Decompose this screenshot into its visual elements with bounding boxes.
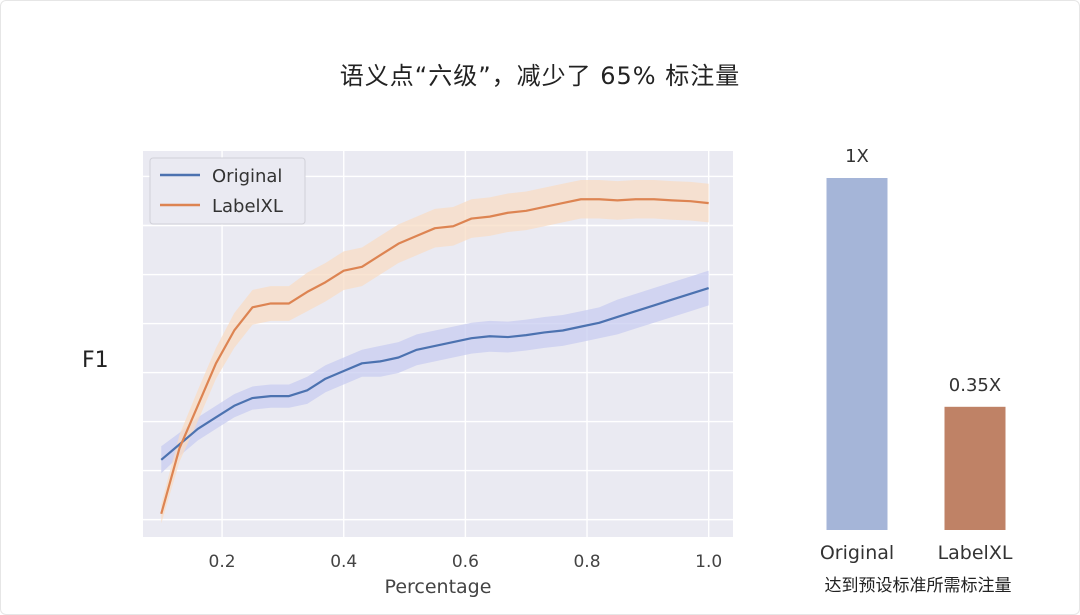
bar-labelxl [944, 406, 1006, 530]
bar-value-label-original: 1X [845, 146, 869, 167]
x-tick-label: 0.4 [330, 552, 357, 572]
bar-chart: 1X 0.35X Original LabelXL 达到预设标准所需标注量 [820, 146, 1013, 596]
x-tick-label: 0.8 [573, 552, 600, 572]
x-tick-label: 0.2 [209, 552, 236, 572]
confidence-bands [161, 179, 709, 524]
line-chart: 0.2 0.4 0.6 0.8 1.0 Percentage Original Labe… [143, 151, 733, 598]
x-tick-labels: 0.2 0.4 0.6 0.8 1.0 [209, 552, 723, 572]
bar-category-labelxl: LabelXL [938, 542, 1013, 564]
legend-label-labelxl: LabelXL [212, 196, 283, 217]
series-line-labelxl [160, 198, 709, 515]
legend-label-original: Original [212, 166, 282, 187]
bar-chart-caption: 达到预设标准所需标注量 [825, 576, 1012, 596]
legend: Original LabelXL [149, 157, 306, 225]
y-axis-label: F1 [82, 348, 109, 373]
series-lines [160, 198, 710, 515]
series-line-original [160, 286, 710, 461]
bar-category-original: Original [820, 542, 894, 564]
figure-title: 语义点“六级”，减少了 65% 标注量 [339, 62, 741, 90]
bar-original [826, 178, 888, 530]
x-tick-label: 1.0 [695, 552, 722, 572]
bar-value-label-labelxl: 0.35X [949, 375, 1001, 396]
x-axis-label: Percentage [385, 576, 492, 598]
confidence-band-original [161, 270, 709, 474]
confidence-band-labelxl [161, 179, 709, 524]
x-tick-label: 0.6 [452, 552, 479, 572]
